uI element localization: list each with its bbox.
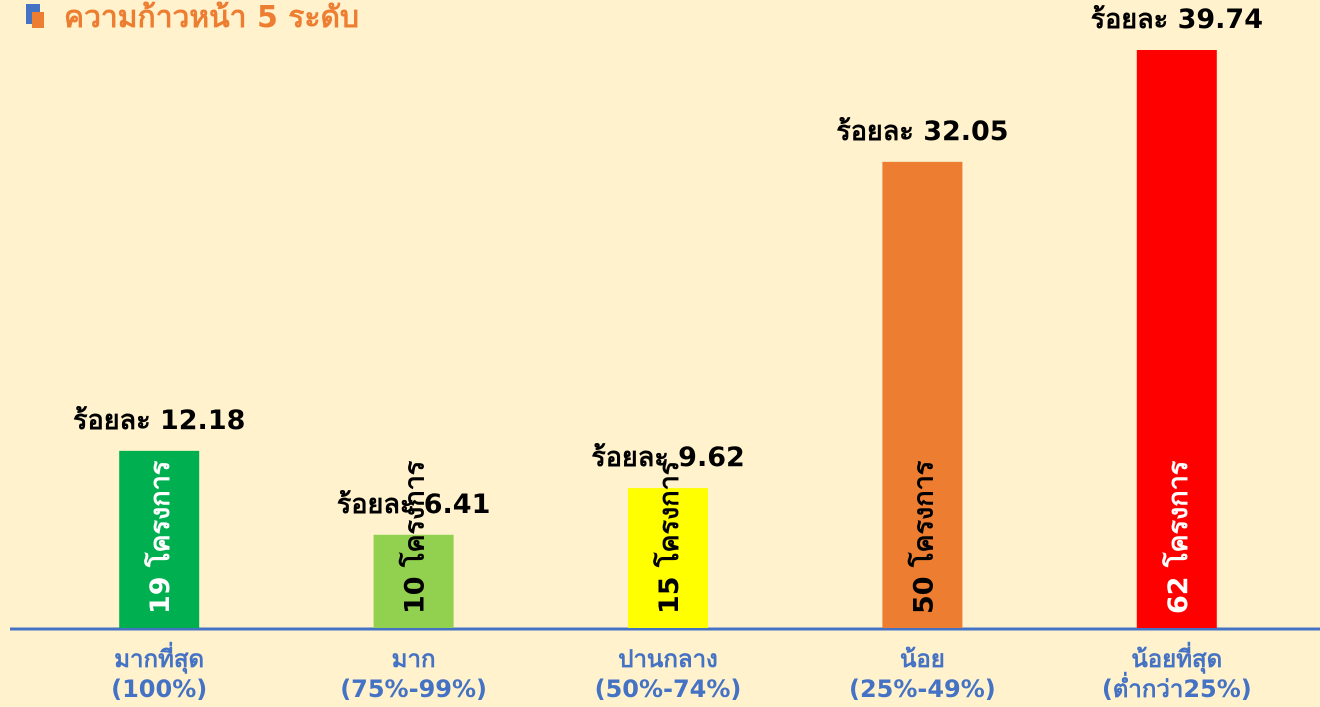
count-label-group: 19 โครงการ: [143, 460, 176, 614]
value-label: ร้อยละ 32.05: [836, 116, 1008, 147]
value-label: ร้อยละ 39.74: [1091, 4, 1263, 35]
bar: [373, 534, 454, 628]
count-label: 15 โครงการ: [652, 460, 685, 614]
count-label: 62 โครงการ: [1161, 460, 1194, 614]
count-label-group: 50 โครงการ: [906, 460, 939, 614]
chart-title: ความก้าวหน้า 5 ระดับ: [64, 0, 359, 35]
value-label: ร้อยละ 6.41: [337, 489, 491, 520]
x-tick-label: มาก (75%-99%): [340, 645, 487, 703]
bar: [119, 450, 200, 628]
bar: [882, 161, 963, 628]
x-tick-label: ปานกลาง (50%-74%): [594, 645, 742, 703]
x-tick-label: น้อย (25%-49%): [848, 645, 996, 703]
count-label-group: 15 โครงการ: [652, 460, 685, 614]
count-label: 19 โครงการ: [143, 460, 176, 614]
title-icon-back: [32, 12, 44, 28]
value-label: ร้อยละ 9.62: [591, 442, 745, 473]
x-tick-label: น้อยที่สุด (ต่ำกว่า25%): [1101, 645, 1252, 703]
bar: [628, 488, 708, 628]
count-label-group: 10 โครงการ: [398, 460, 431, 614]
count-label: 10 โครงการ: [398, 460, 431, 614]
value-label: ร้อยละ 12.18: [73, 405, 245, 436]
count-label: 50 โครงการ: [906, 460, 939, 614]
bar: [1136, 50, 1217, 628]
x-tick-label: มากที่สุด (100%): [111, 645, 208, 703]
count-label-group: 62 โครงการ: [1161, 460, 1194, 614]
